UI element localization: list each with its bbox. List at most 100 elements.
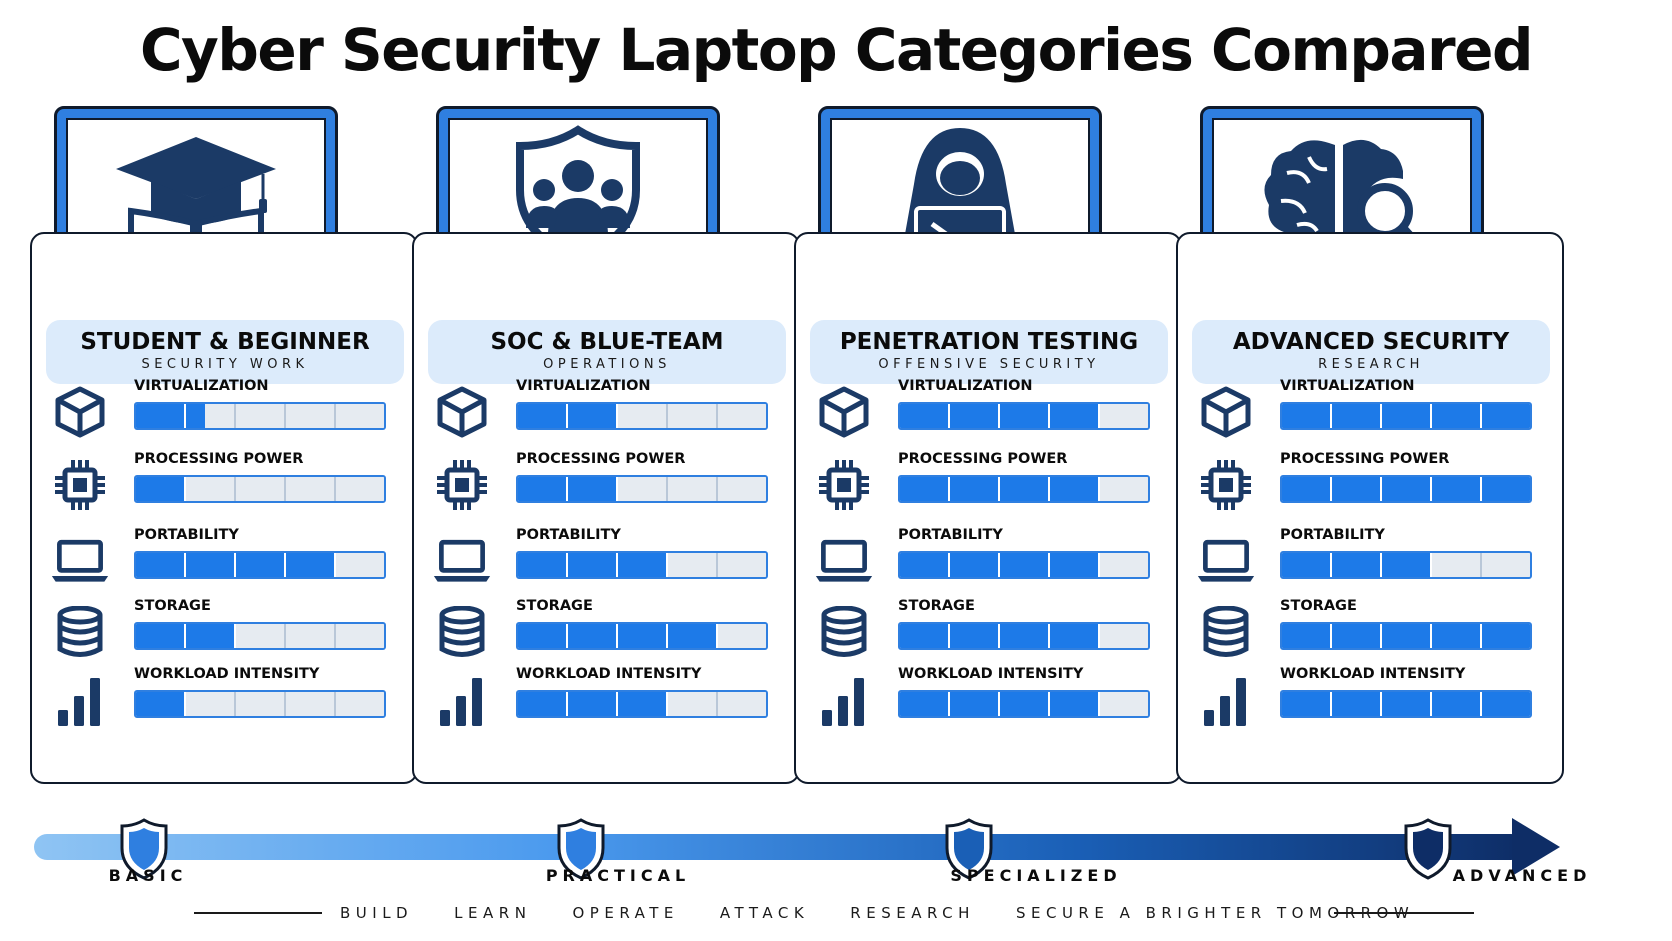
- metric-label: VIRTUALIZATION: [134, 378, 269, 394]
- database-icon: [432, 604, 492, 660]
- rating-segment: [518, 692, 568, 716]
- metric-label: PORTABILITY: [516, 527, 621, 543]
- rating-segment: [1100, 624, 1148, 648]
- card-title: SOC & BLUE-TEAM: [490, 329, 724, 355]
- metric-row: STORAGE: [1178, 598, 1562, 668]
- card-title: PENETRATION TESTING: [839, 329, 1139, 355]
- rating-segment: [568, 553, 618, 577]
- rating-segment: [1000, 404, 1050, 428]
- rating-segment: [236, 553, 286, 577]
- metric-row: WORKLOAD INTENSITY: [32, 666, 416, 736]
- rating-bar: [516, 551, 768, 579]
- rating-bar: [898, 402, 1150, 430]
- card-header: PENETRATION TESTING OFFENSIVE SECURITY: [810, 320, 1168, 384]
- metric-row: WORKLOAD INTENSITY: [1178, 666, 1562, 736]
- rating-segment: [1482, 553, 1530, 577]
- laptop-icon: [814, 533, 874, 589]
- rating-segment: [336, 692, 384, 716]
- stage-label-specialized: SPECIALIZED: [950, 866, 1122, 885]
- rating-segment: [1050, 692, 1100, 716]
- metric-label: PORTABILITY: [898, 527, 1003, 543]
- footer-tagline: BUILD LEARN OPERATE ATTACK RESEARCH SECU…: [0, 902, 1672, 926]
- bar-chart-icon: [814, 672, 874, 728]
- rating-segment: [950, 477, 1000, 501]
- card-header: SOC & BLUE-TEAM OPERATIONS: [428, 320, 786, 384]
- card-header: STUDENT & BEGINNER SECURITY WORK: [46, 320, 404, 384]
- rating-segment: [900, 477, 950, 501]
- card-student-beginner: STUDENT & BEGINNER SECURITY WORK VIRTUAL…: [30, 232, 418, 784]
- rating-segment: [236, 624, 286, 648]
- rating-segment: [618, 692, 668, 716]
- rating-segment: [236, 692, 286, 716]
- rating-segment: [1332, 553, 1382, 577]
- metric-row: STORAGE: [796, 598, 1180, 668]
- metric-label: WORKLOAD INTENSITY: [134, 666, 320, 682]
- rating-segment: [136, 692, 186, 716]
- metric-row: PROCESSING POWER: [796, 451, 1180, 521]
- rating-segment: [1382, 404, 1432, 428]
- metric-label: PORTABILITY: [1280, 527, 1385, 543]
- rating-segment: [900, 624, 950, 648]
- metric-row: VIRTUALIZATION: [796, 378, 1180, 448]
- rating-segment: [950, 624, 1000, 648]
- rating-segment: [1332, 624, 1382, 648]
- rating-bar: [1280, 402, 1532, 430]
- metric-row: STORAGE: [414, 598, 798, 668]
- metric-label: STORAGE: [134, 598, 211, 614]
- database-icon: [814, 604, 874, 660]
- metric-row: WORKLOAD INTENSITY: [796, 666, 1180, 736]
- rating-segment: [1100, 404, 1148, 428]
- rating-segment: [568, 692, 618, 716]
- footer-text: BUILD LEARN OPERATE ATTACK RESEARCH SECU…: [340, 904, 1415, 922]
- rating-segment: [236, 404, 286, 428]
- rating-segment: [718, 553, 766, 577]
- rating-segment: [1000, 624, 1050, 648]
- metric-label: PROCESSING POWER: [134, 451, 304, 467]
- rating-segment: [1382, 692, 1432, 716]
- cube-icon: [814, 384, 874, 440]
- card-subtitle: OPERATIONS: [543, 357, 671, 372]
- rating-segment: [1100, 553, 1148, 577]
- metric-label: WORKLOAD INTENSITY: [1280, 666, 1466, 682]
- metric-label: STORAGE: [1280, 598, 1357, 614]
- rating-segment: [668, 692, 718, 716]
- metric-row: STORAGE: [32, 598, 416, 668]
- rating-segment: [668, 553, 718, 577]
- metric-row: VIRTUALIZATION: [1178, 378, 1562, 448]
- stage-label-basic: BASIC: [108, 866, 188, 885]
- metric-row: PORTABILITY: [32, 527, 416, 597]
- card-soc-blue-team: SOC & BLUE-TEAM OPERATIONS VIRTUALIZATIO…: [412, 232, 800, 784]
- rating-segment: [286, 624, 336, 648]
- cpu-chip-icon: [1196, 457, 1256, 513]
- rating-segment: [286, 477, 336, 501]
- rating-bar: [516, 402, 768, 430]
- rating-segment: [136, 404, 186, 428]
- rating-segment: [718, 692, 766, 716]
- rating-segment: [518, 553, 568, 577]
- cube-icon: [50, 384, 110, 440]
- rating-segment: [1432, 692, 1482, 716]
- rating-segment: [1482, 477, 1530, 501]
- metric-label: WORKLOAD INTENSITY: [516, 666, 702, 682]
- shield-icon: [1404, 818, 1452, 880]
- rating-segment: [618, 477, 668, 501]
- metric-row: VIRTUALIZATION: [414, 378, 798, 448]
- rating-segment: [950, 553, 1000, 577]
- card-subtitle: OFFENSIVE SECURITY: [878, 357, 1100, 372]
- cpu-chip-icon: [50, 457, 110, 513]
- shield-icon: [120, 818, 168, 880]
- metric-row: PORTABILITY: [1178, 527, 1562, 597]
- rating-segment: [1282, 553, 1332, 577]
- rating-segment: [1432, 477, 1482, 501]
- rating-bar: [898, 622, 1150, 650]
- cpu-chip-icon: [814, 457, 874, 513]
- rating-segment: [1050, 477, 1100, 501]
- card-header: ADVANCED SECURITY RESEARCH: [1192, 320, 1550, 384]
- rating-bar: [1280, 475, 1532, 503]
- rating-segment: [136, 553, 186, 577]
- rating-bar: [1280, 551, 1532, 579]
- rating-segment: [1050, 404, 1100, 428]
- rating-segment: [1482, 404, 1530, 428]
- rating-bar: [898, 690, 1150, 718]
- metric-label: PROCESSING POWER: [1280, 451, 1450, 467]
